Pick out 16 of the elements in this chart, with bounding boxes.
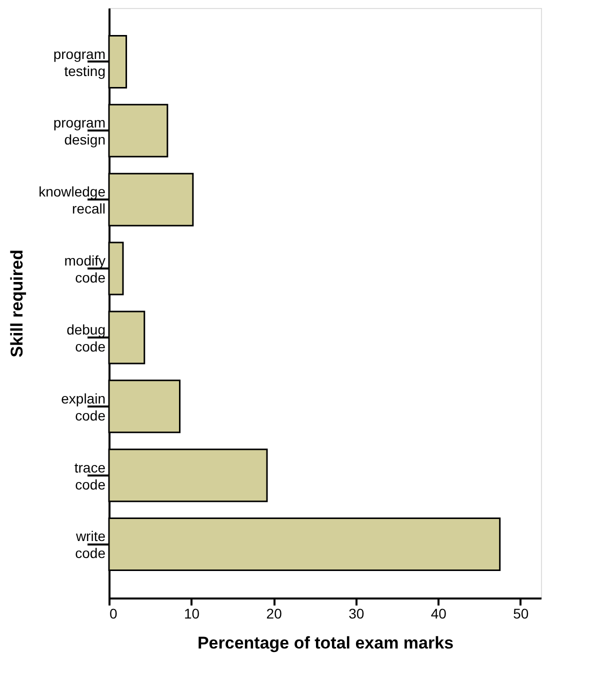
y-tick-label: debug code (66, 321, 106, 354)
y-tick-label: explain code (61, 390, 106, 424)
x-tick-label: 50 (513, 606, 529, 622)
x-tick-label: 10 (184, 606, 200, 622)
y-tick-label: knowledge recall (38, 184, 106, 217)
x-tick-label: 30 (348, 606, 364, 622)
x-tick-label: 20 (266, 606, 282, 622)
x-tick-label: 40 (430, 606, 447, 622)
y-tick-label: write code (74, 528, 106, 562)
y-tick-label: program design (53, 114, 106, 148)
x-axis-title: Percentage of total exam marks (197, 634, 454, 652)
y-axis-title: Skill required (8, 250, 27, 358)
y-tick-label: modify code (64, 252, 106, 286)
x-tick-label: 0 (110, 606, 118, 622)
y-tick-label: program testing (53, 46, 106, 79)
y-tick-label: trace code (74, 459, 106, 492)
